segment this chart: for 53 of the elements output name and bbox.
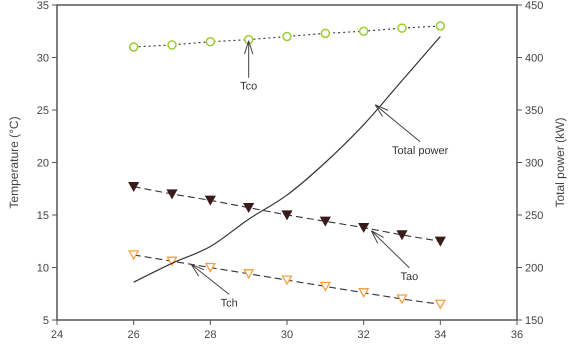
point	[206, 37, 216, 46]
annotation: Tco	[240, 80, 258, 93]
y-tick-label: 5	[42, 315, 49, 327]
point	[358, 26, 368, 36]
point	[128, 250, 139, 260]
y2-tick-label: 150	[525, 315, 544, 327]
y-tick-label: 25	[36, 105, 49, 117]
point	[320, 282, 330, 292]
point	[205, 196, 216, 205]
point	[128, 182, 139, 192]
point	[167, 40, 177, 50]
point	[358, 288, 369, 298]
y2-tick-label: 450	[525, 0, 544, 12]
point	[205, 262, 216, 272]
point	[244, 269, 254, 278]
x-tick-label: 32	[358, 329, 370, 341]
point	[320, 216, 330, 226]
y-axis-title: Temperature (°C)	[7, 116, 21, 209]
point	[128, 42, 138, 52]
point	[436, 21, 446, 31]
y2-tick-label: 400	[525, 52, 544, 64]
point	[396, 294, 408, 304]
point	[396, 230, 408, 240]
y2-tick-label: 300	[525, 158, 544, 170]
point	[435, 300, 446, 309]
x-tick-label: 30	[280, 329, 294, 341]
y2-tick-label: 350	[525, 105, 544, 117]
x-tick-label: 26	[128, 329, 140, 341]
annotation: Total power	[392, 144, 449, 157]
y2-axis-title: Total power (kW)	[553, 117, 567, 208]
point	[358, 222, 369, 232]
point	[435, 236, 446, 246]
point	[282, 275, 292, 285]
annotation: Tao	[400, 270, 418, 283]
point	[282, 210, 292, 220]
x-tick-label: 24	[50, 329, 64, 341]
y-tick-label: 10	[36, 262, 49, 274]
x-tick-label: 28	[204, 329, 216, 341]
y-tick-label: 15	[36, 210, 49, 222]
point	[282, 32, 292, 42]
point	[320, 28, 330, 38]
y2-tick-label: 250	[525, 210, 544, 222]
annotation: Tch	[220, 297, 238, 310]
point	[397, 23, 407, 33]
x-tick-label: 36	[510, 329, 524, 341]
y2-tick-label: 200	[525, 262, 544, 274]
point	[166, 189, 178, 199]
y-tick-label: 35	[36, 0, 49, 12]
point	[244, 203, 254, 212]
y-tick-label: 20	[36, 158, 49, 170]
point	[166, 256, 178, 266]
y-tick-label: 30	[36, 52, 49, 64]
x-tick-label: 34	[434, 329, 446, 341]
